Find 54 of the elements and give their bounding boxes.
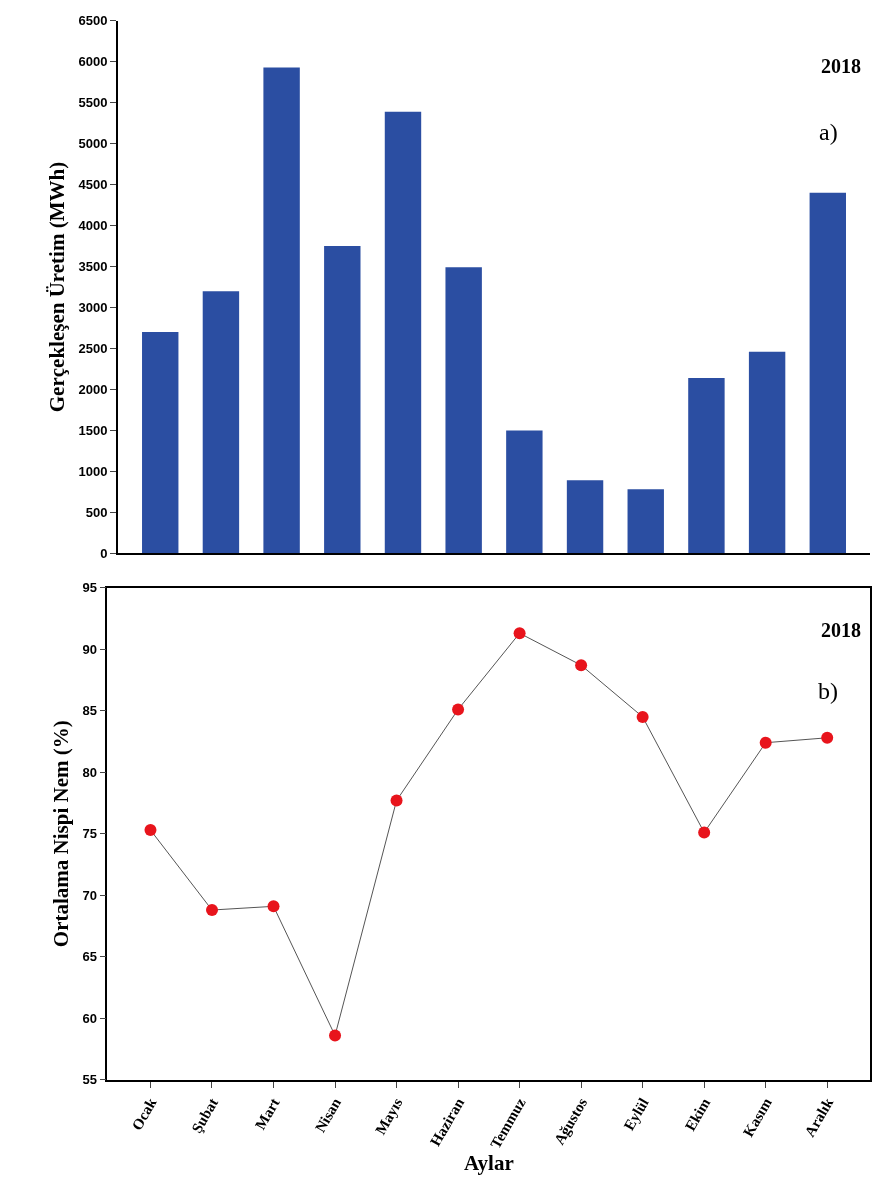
y-tick-label: 5500	[78, 95, 108, 111]
point	[452, 703, 465, 716]
bar	[202, 291, 240, 554]
bar	[748, 351, 786, 554]
y-tick-label: 85	[82, 703, 98, 719]
annotation: b)	[818, 678, 838, 704]
y-tick-label: 75	[82, 826, 98, 842]
y-tick-label: 55	[82, 1072, 98, 1088]
point	[513, 627, 526, 640]
y-tick-label: 90	[82, 641, 98, 657]
bar	[809, 192, 846, 554]
y-axis-title: Ortalama Nispi Nem (%)	[49, 720, 74, 948]
y-tick-label: 80	[82, 764, 98, 780]
y-tick-label: 1500	[78, 422, 108, 438]
point	[144, 824, 157, 837]
bar	[384, 111, 422, 554]
bar	[445, 267, 482, 554]
y-tick-label: 95	[82, 580, 98, 596]
y-tick-label: 6500	[78, 13, 108, 29]
point	[698, 826, 711, 839]
annotation: 2018	[821, 55, 861, 77]
y-tick-label: 3500	[78, 259, 108, 275]
y-tick-label: 65	[82, 949, 98, 965]
y-tick-label: 6000	[78, 54, 108, 70]
y-tick-label: 0	[100, 545, 108, 561]
point	[821, 731, 834, 744]
y-tick-label: 500	[85, 504, 108, 520]
point	[636, 710, 649, 723]
point	[267, 900, 280, 913]
y-tick-label: 70	[82, 887, 98, 903]
point	[575, 659, 588, 672]
y-tick-label: 5000	[78, 136, 108, 152]
y-tick-label: 60	[82, 1010, 98, 1026]
y-tick-label: 2500	[78, 341, 108, 357]
bar	[627, 489, 664, 554]
bar	[263, 67, 300, 554]
point	[329, 1029, 342, 1042]
y-tick-label: 4000	[78, 218, 108, 234]
bar	[142, 332, 179, 554]
point	[206, 904, 218, 917]
y-tick-label: 3000	[78, 300, 108, 316]
point	[390, 794, 403, 807]
annotation: 2018	[821, 619, 861, 641]
x-axis-title: Aylar	[463, 1151, 514, 1176]
y-tick-label: 4500	[78, 177, 108, 193]
bar	[324, 246, 361, 554]
annotation: a)	[819, 119, 838, 145]
bar	[566, 480, 604, 554]
bar	[506, 430, 543, 554]
y-axis-title: Gerçekleşen Üretim (MWh)	[45, 161, 70, 413]
y-tick-label: 2000	[78, 381, 108, 397]
point	[759, 736, 772, 749]
y-tick-label: 1000	[78, 463, 108, 479]
bar	[688, 377, 725, 554]
